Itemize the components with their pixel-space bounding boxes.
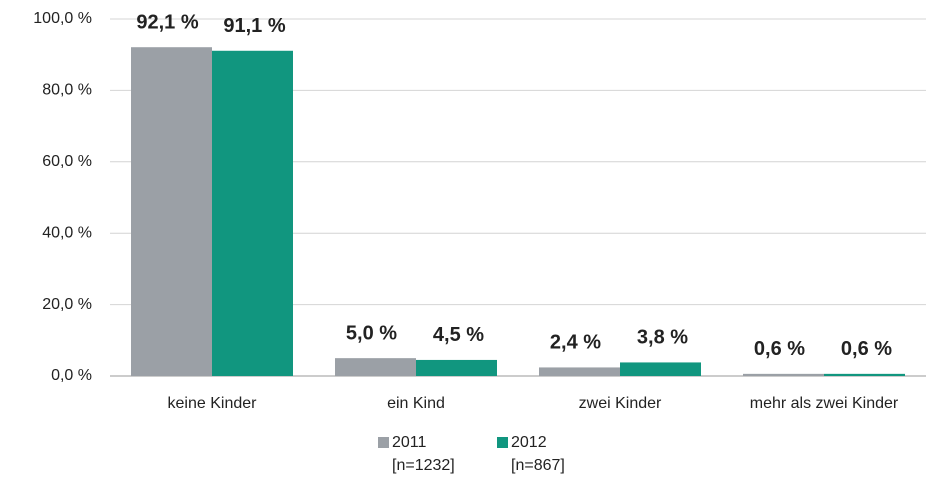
y-tick-label: 40,0 % bbox=[42, 224, 92, 241]
legend-swatch bbox=[378, 437, 389, 448]
legend-note: [n=1232] bbox=[392, 457, 455, 474]
y-tick-label: 20,0 % bbox=[42, 296, 92, 313]
x-tick-label: zwei Kinder bbox=[579, 395, 662, 412]
value-label: 0,6 % bbox=[754, 338, 805, 360]
value-label: 5,0 % bbox=[346, 322, 397, 344]
bar bbox=[824, 373, 905, 376]
bar bbox=[416, 359, 497, 376]
legend-swatch bbox=[497, 437, 508, 448]
value-label: 91,1 % bbox=[223, 15, 285, 37]
x-tick-label: keine Kinder bbox=[168, 395, 258, 412]
legend-label: 2012 bbox=[511, 434, 547, 451]
bar bbox=[335, 358, 416, 376]
y-tick-label: 60,0 % bbox=[42, 153, 92, 170]
bar bbox=[212, 50, 293, 376]
value-label: 0,6 % bbox=[841, 338, 892, 360]
bar bbox=[743, 373, 824, 376]
y-tick-label: 0,0 % bbox=[51, 367, 92, 384]
x-tick-label: ein Kind bbox=[387, 395, 445, 412]
bar bbox=[539, 367, 620, 376]
x-tick-label: mehr als zwei Kinder bbox=[750, 395, 899, 412]
legend-note: [n=867] bbox=[511, 457, 565, 474]
y-tick-label: 100,0 % bbox=[33, 10, 92, 27]
legend-label: 2011 bbox=[392, 434, 427, 451]
y-tick-label: 80,0 % bbox=[42, 82, 92, 99]
value-label: 4,5 % bbox=[433, 324, 484, 346]
value-label: 3,8 % bbox=[637, 327, 688, 349]
value-label: 2,4 % bbox=[550, 332, 601, 354]
value-label: 92,1 % bbox=[136, 11, 198, 33]
bar bbox=[620, 362, 701, 376]
bar bbox=[131, 47, 212, 376]
